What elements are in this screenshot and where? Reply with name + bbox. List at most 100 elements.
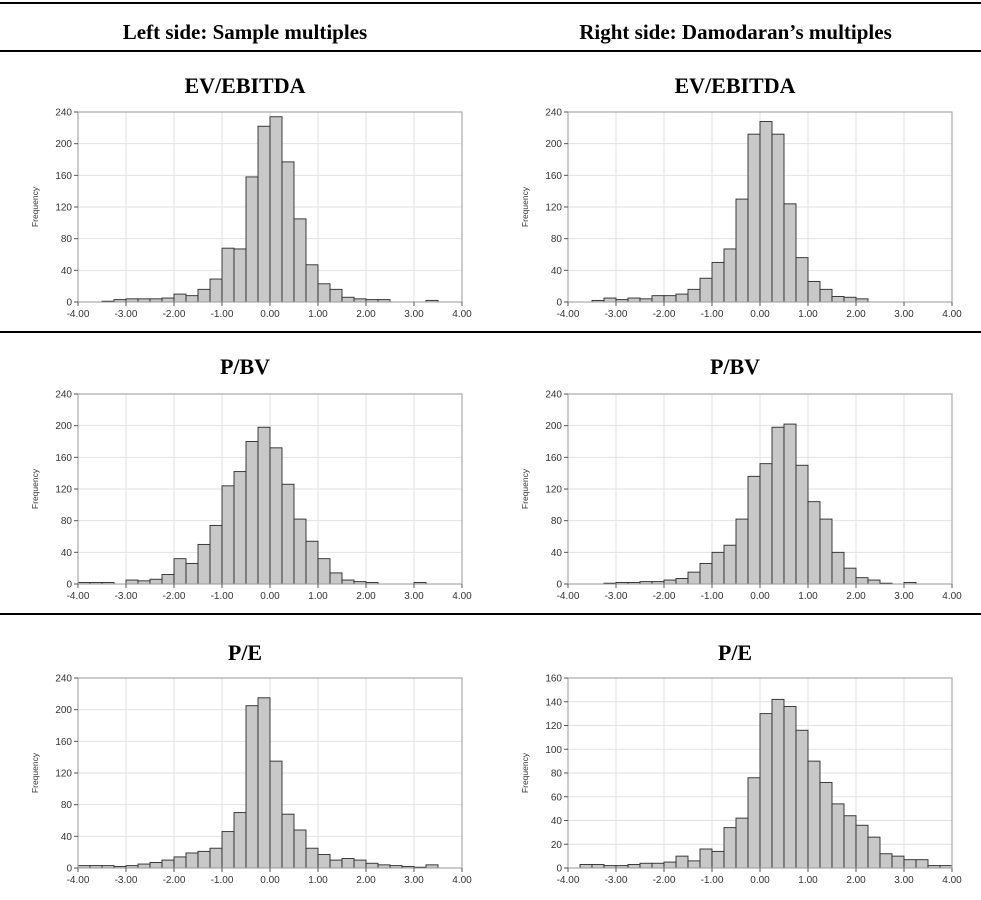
histogram-bar xyxy=(149,578,163,585)
y-axis-label: Frequency xyxy=(30,468,40,509)
x-tick-label: -2.00 xyxy=(653,309,676,320)
histogram-bar xyxy=(281,161,295,303)
histogram-bar xyxy=(903,859,917,869)
histogram-bar xyxy=(209,524,223,585)
x-tick-label: 1.00 xyxy=(308,591,328,602)
histogram-bar xyxy=(627,297,641,303)
histogram-bar xyxy=(759,463,773,585)
histogram-bar xyxy=(185,295,199,303)
x-tick-label: -1.00 xyxy=(211,591,234,602)
histogram-bar xyxy=(891,855,905,869)
histogram-bar xyxy=(257,125,271,303)
histogram-bar xyxy=(879,853,893,869)
y-tick-label: 120 xyxy=(545,485,562,496)
histogram-bar xyxy=(771,698,785,869)
y-tick-label: 40 xyxy=(551,816,563,827)
histogram-pe-sample: 0 40 80 120 160 200 240 -4.00 -3.00 -2.00 -1.00 0.0… xyxy=(30,674,472,887)
histogram-bar xyxy=(579,863,593,869)
x-tick-label: -3.00 xyxy=(605,875,628,886)
histogram-bar xyxy=(783,706,797,869)
histogram-bar xyxy=(855,577,869,585)
histogram-bar xyxy=(843,567,857,585)
histogram-bar xyxy=(711,850,725,869)
x-tick-label: 4.00 xyxy=(452,875,472,886)
histogram-bar xyxy=(329,572,343,585)
histogram-bar xyxy=(197,850,211,869)
histogram-bar xyxy=(161,574,175,585)
histogram-ev-ebitda-damodaran: 0 40 80 120 160 200 240 -4.00 -3.00 -2.00 -1.00 0.0… xyxy=(520,108,962,321)
y-tick-label: 160 xyxy=(545,171,562,182)
histogram-bar xyxy=(735,518,749,585)
histogram-bar xyxy=(293,518,307,585)
x-tick-label: -1.00 xyxy=(701,591,724,602)
x-tick-label: 0.00 xyxy=(260,875,280,886)
y-tick-label: 200 xyxy=(55,139,72,150)
histogram-bar xyxy=(269,447,283,585)
histogram-bar xyxy=(867,579,881,585)
x-tick-label: -3.00 xyxy=(605,591,628,602)
histogram-bar xyxy=(269,760,283,869)
histogram-bar xyxy=(185,852,199,869)
chart-title-pbv-sample: P/BV xyxy=(219,354,271,379)
histogram-bar xyxy=(651,862,665,869)
histogram-bar xyxy=(281,483,295,585)
x-tick-label: -3.00 xyxy=(605,309,628,320)
histogram-bar xyxy=(747,133,761,303)
histogram-bar xyxy=(149,862,163,869)
histogram-bar xyxy=(711,261,725,303)
y-tick-label: 160 xyxy=(545,453,562,464)
histogram-bar xyxy=(747,777,761,869)
y-tick-label: 40 xyxy=(551,548,563,559)
histogram-bar xyxy=(675,578,689,585)
header-left: Left side: Sample multiples xyxy=(122,20,368,44)
y-tick-label: 80 xyxy=(61,516,73,527)
histogram-bar xyxy=(305,264,319,303)
histogram-bar xyxy=(819,288,833,303)
y-tick-label: 120 xyxy=(55,485,72,496)
histogram-bar xyxy=(197,543,211,585)
histogram-bar xyxy=(257,697,271,869)
histogram-bar xyxy=(867,836,881,869)
histogram-bar xyxy=(651,295,665,303)
x-tick-label: 3.00 xyxy=(894,309,914,320)
chart-title-pe-sample: P/E xyxy=(227,640,263,665)
y-tick-label: 40 xyxy=(61,266,73,277)
histogram-bar xyxy=(137,863,151,869)
y-axis-label: Frequency xyxy=(520,468,530,509)
x-tick-label: 4.00 xyxy=(942,309,962,320)
histogram-bar xyxy=(221,485,235,585)
x-tick-label: -2.00 xyxy=(163,309,186,320)
y-tick-label: 40 xyxy=(61,832,73,843)
histogram-bar xyxy=(293,218,307,303)
y-axis-label: Frequency xyxy=(520,752,530,793)
y-tick-label: 80 xyxy=(551,516,563,527)
histogram-pbv-damodaran: 0 40 80 120 160 200 240 -4.00 -3.00 -2.00 -1.00 0.0… xyxy=(520,390,962,603)
histogram-bar xyxy=(759,121,773,303)
y-tick-label: 80 xyxy=(551,769,563,780)
histogram-bar xyxy=(819,518,833,585)
histogram-bar xyxy=(687,571,701,585)
chart-title-ev-ebitda-sample: EV/EBITDA xyxy=(184,73,306,98)
histogram-bar xyxy=(675,293,689,303)
y-tick-label: 120 xyxy=(55,769,72,780)
chart-title-pe-damodaran: P/E xyxy=(717,640,753,665)
x-tick-label: -2.00 xyxy=(163,875,186,886)
x-tick-label: -4.00 xyxy=(67,591,90,602)
histogram-bar xyxy=(197,288,211,303)
y-tick-label: 100 xyxy=(545,745,562,756)
x-tick-label: 1.00 xyxy=(308,309,328,320)
y-tick-label: 80 xyxy=(551,234,563,245)
histogram-bar xyxy=(341,296,355,303)
histogram-bar xyxy=(699,848,713,869)
y-tick-label: 240 xyxy=(55,674,72,685)
bars xyxy=(579,698,953,869)
y-tick-label: 160 xyxy=(55,737,72,748)
histogram-bar xyxy=(233,471,247,585)
histogram-bar xyxy=(221,831,235,869)
histogram-bar xyxy=(675,855,689,869)
histogram-bar xyxy=(233,812,247,869)
histogram-bar xyxy=(663,295,677,303)
histogram-bar xyxy=(161,297,175,303)
row-rule-1 xyxy=(0,331,981,333)
x-tick-label: -2.00 xyxy=(653,591,676,602)
